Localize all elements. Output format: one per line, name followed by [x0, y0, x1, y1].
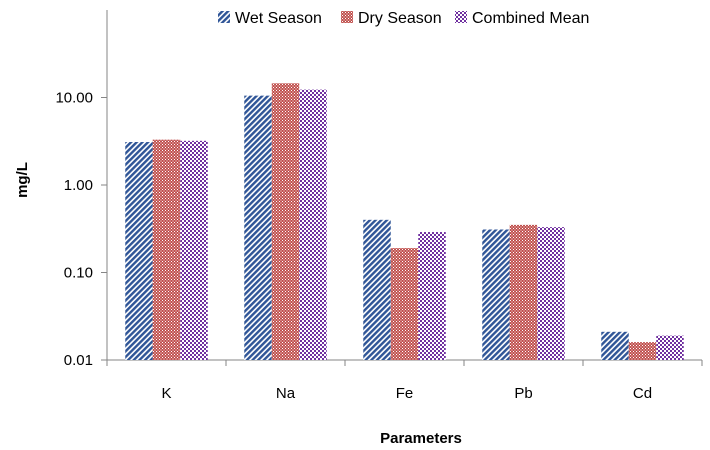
x-tick-label: Pb — [514, 385, 532, 402]
x-tick-label: Cd — [633, 385, 652, 402]
legend-swatch-wet-season — [218, 11, 230, 23]
legend-label-wet-season: Wet Season — [235, 10, 322, 27]
bar-combined-mean-fe — [418, 232, 446, 360]
bar-combined-mean-k — [180, 140, 208, 360]
bar-combined-mean-cd — [656, 335, 684, 360]
bar-combined-mean-pb — [537, 227, 565, 360]
bar-wet-season-fe — [363, 219, 391, 360]
bars-group — [125, 83, 684, 360]
y-tick-label: 0.10 — [64, 265, 93, 282]
y-axis-title: mg/L — [14, 162, 31, 198]
y-tick-label: 1.00 — [64, 177, 93, 194]
bar-combined-mean-na — [299, 89, 327, 360]
bar-wet-season-na — [244, 95, 272, 360]
bar-dry-season-na — [271, 83, 300, 360]
bar-wet-season-pb — [482, 229, 510, 360]
bar-wet-season-cd — [601, 331, 629, 360]
bar-dry-season-cd — [628, 342, 657, 360]
legend-label-combined-mean: Combined Mean — [472, 10, 589, 27]
y-tick-label: 0.01 — [64, 352, 93, 369]
bar-dry-season-pb — [509, 224, 538, 360]
x-tick-label: Na — [276, 385, 296, 402]
x-axis-title: Parameters — [380, 430, 462, 447]
bar-dry-season-k — [152, 139, 181, 360]
bar-dry-season-fe — [390, 248, 419, 360]
x-tick-label: Fe — [396, 385, 414, 402]
bar-wet-season-k — [125, 142, 153, 360]
legend-swatch-combined-mean — [455, 11, 467, 23]
legend-swatch-dry-season — [341, 11, 353, 23]
legend: Wet Season Dry Season Combined Mean — [218, 10, 589, 27]
y-axis: 0.01 0.10 1.00 10.00 — [55, 10, 108, 369]
legend-label-dry-season: Dry Season — [358, 10, 442, 27]
x-tick-label: K — [161, 385, 171, 402]
y-tick-label: 10.00 — [55, 90, 93, 107]
x-axis: K Na Fe Pb Cd — [106, 359, 703, 402]
